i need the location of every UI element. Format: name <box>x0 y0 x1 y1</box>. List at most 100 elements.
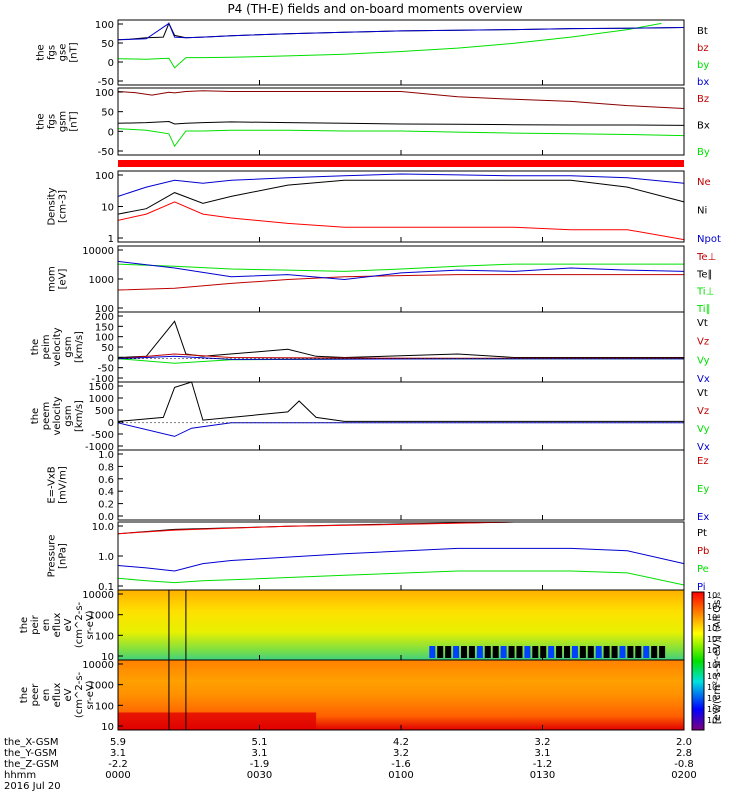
ytick-label: 100 <box>95 304 114 315</box>
series-by <box>117 22 662 69</box>
series-Te <box>117 274 684 291</box>
legend-Vx: Vx <box>697 442 710 453</box>
spectrogram-cell <box>548 646 555 658</box>
spectrogram-cell <box>540 646 547 658</box>
ytick-label: 0.0 <box>98 512 114 523</box>
footer-value: 4.2 <box>393 737 409 748</box>
footer-value: 3.2 <box>535 737 551 748</box>
colorbar-tick: 10³ <box>707 646 720 655</box>
panel-1: 100 50 0 -50 thefgsgsm[nT] Bz Bx By <box>36 87 710 158</box>
colorbar-tick: 10⁸ <box>707 661 720 670</box>
ytick-label: 50 <box>101 108 114 119</box>
ytick-label: -50 <box>98 147 114 158</box>
legend-Vz: Vz <box>697 406 709 417</box>
legend-bx: bx <box>697 77 709 88</box>
ylabel-line: gsm <box>58 111 69 132</box>
ylabel-line: en <box>41 689 52 702</box>
ytick-label: -50 <box>98 364 114 375</box>
spectrogram-cell <box>118 712 317 730</box>
footer-row-label: the_Y-GSM <box>4 748 57 759</box>
footer-value: -2.2 <box>108 759 128 770</box>
series-Pe <box>117 570 685 586</box>
footer-value: 3.1 <box>535 748 551 759</box>
ylabel-line: the <box>30 408 41 424</box>
ytick-label: -100 <box>91 374 114 385</box>
series-Vx <box>117 422 684 437</box>
legend-Ne: Ne <box>697 177 711 188</box>
colorbar-tick: 10⁷ <box>707 672 720 681</box>
ytick-label: 0.4 <box>98 487 114 498</box>
ytick-label: 100 <box>95 333 114 344</box>
ytick-label: -500 <box>91 430 114 441</box>
flag-bar <box>118 160 684 167</box>
ytick-label: 1.0 <box>98 450 114 461</box>
ylabel-line: en <box>41 619 52 632</box>
ytick-label: 0.1 <box>98 582 114 593</box>
panel-frame <box>117 87 685 156</box>
ylabel-line: the <box>36 113 47 129</box>
ylabel-line: fgs <box>47 45 58 60</box>
colorbar-tick: 10⁴ <box>707 705 720 714</box>
series-Bz <box>117 90 685 109</box>
ylabel: thepeirenefluxeV(cm^2-s-sr-eV) <box>19 601 96 648</box>
spectrogram-cell <box>564 646 571 658</box>
ytick-label: 200 <box>95 312 114 323</box>
legend-Ex: Ex <box>697 512 709 523</box>
panel-frame <box>117 311 685 383</box>
ylabel-line: sr-eV) <box>85 610 96 639</box>
panel-frame <box>117 521 685 591</box>
spectrogram-cell <box>508 646 515 658</box>
colorbar-tick: 10⁶ <box>707 683 720 692</box>
ytick-label: 10000 <box>82 660 114 671</box>
legend-Npot: Npot <box>697 234 721 245</box>
spectrogram-cell <box>524 646 531 658</box>
spectrogram-cell <box>460 646 467 658</box>
legend-Bt: Bt <box>697 26 708 37</box>
spectrogram-cell <box>579 646 586 658</box>
footer-row-label: hhmm <box>4 770 36 781</box>
series-Vz <box>117 353 684 360</box>
series-Ti <box>117 263 684 272</box>
ylabel-line: velocity <box>52 327 63 366</box>
spectrogram-cell <box>635 646 642 658</box>
footer-value: 0130 <box>530 770 555 781</box>
legend-Bx: Bx <box>697 121 710 132</box>
colorbar-tick: 10⁷ <box>707 602 720 611</box>
ylabel-line: [cm-3] <box>58 190 69 223</box>
ylabel-line: the <box>36 44 47 60</box>
series-By <box>117 128 685 148</box>
chart-title: P4 (TH-E) fields and on-board moments ov… <box>227 2 522 16</box>
legend-Vy: Vy <box>697 424 710 435</box>
ytick-label: 10000 <box>82 590 114 601</box>
ytick-label: 0.2 <box>98 500 114 511</box>
series-Ne <box>117 201 685 241</box>
ylabel-line: eflux <box>52 613 63 638</box>
ylabel-line: eV <box>63 688 74 701</box>
legend-Vt: Vt <box>697 388 708 399</box>
ylabel: mom[eV] <box>47 266 69 292</box>
legend-By: By <box>697 147 710 158</box>
legend-Te∥: Te∥ <box>696 269 713 280</box>
ylabel: Density[cm-3] <box>47 187 69 225</box>
footer-value: 0100 <box>388 770 413 781</box>
spectrogram-cell <box>659 646 666 658</box>
ylabel: Pressure[nPa] <box>47 535 69 578</box>
footer-value: 3.2 <box>393 748 409 759</box>
spectrogram-cell <box>643 646 650 658</box>
ytick-label: 0 <box>108 418 114 429</box>
spectrogram-cell <box>603 646 610 658</box>
ytick-label: 0.6 <box>98 475 114 486</box>
ytick-label: 1000 <box>89 611 114 622</box>
spectrogram-cell <box>476 646 483 658</box>
spectrogram-cell <box>571 646 578 658</box>
footer-value: -0.8 <box>674 759 694 770</box>
spectrogram-cell <box>611 646 618 658</box>
ytick-label: 10 <box>101 722 114 733</box>
legend-Vz: Vz <box>697 337 709 348</box>
colorbar-label: [eV/(cm²-s-sr-eV)] (All Qs) <box>712 596 723 725</box>
legend-Pb: Pb <box>697 546 709 557</box>
ylabel-line: mom <box>47 266 58 292</box>
ytick-label: 1.0 <box>98 552 114 563</box>
